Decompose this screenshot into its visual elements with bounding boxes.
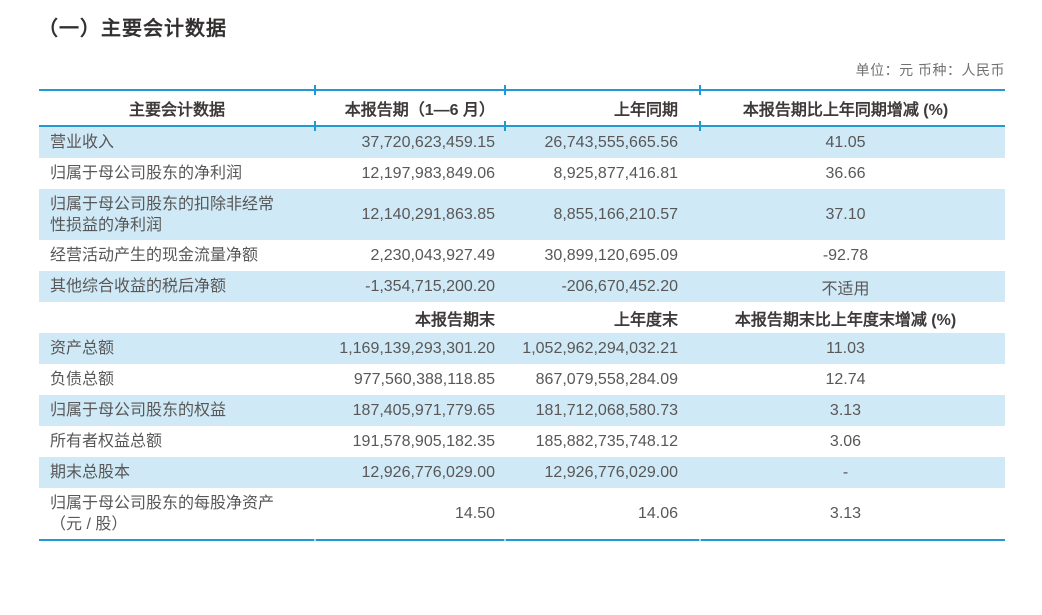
row-value-change: 11.03	[700, 333, 1005, 364]
row-value-change: 不适用	[700, 271, 1005, 302]
table-row: 负债总额 977,560,388,118.85 867,079,558,284.09…	[39, 364, 1005, 395]
row-label: 经营活动产生的现金流量净额	[50, 247, 259, 264]
row-value-change: -	[700, 457, 1005, 488]
header-cell-metric: 主要会计数据	[39, 89, 315, 127]
column-divider-tick	[699, 85, 701, 95]
row-value-current: -1,354,715,200.20	[315, 271, 505, 302]
unit-currency-note: 单位：元 币种：人民币	[855, 62, 1005, 78]
row-value-change: 3.13	[700, 488, 1005, 541]
row-label: 所有者权益总额	[50, 433, 163, 450]
table-row: 归属于母公司股东的权益 187,405,971,779.65 181,712,068…	[39, 395, 1005, 426]
row-value-change: 36.66	[825, 164, 866, 182]
header-row-period: 主要会计数据 本报告期（1—6 月） 上年同期 本报告期比上年同期增减 (%)	[39, 89, 1005, 127]
table-row: 所有者权益总额 191,578,905,182.35 185,882,735,748…	[39, 426, 1005, 457]
table-header-balance: 本报告期末 上年度末 本报告期末比上年度末增减 (%)	[39, 302, 1005, 333]
header-cell-period-change: 本报告期比上年同期增减 (%)	[700, 89, 1005, 127]
table-row: 其他综合收益的税后净额 -1,354,715,200.20 -206,670,452…	[39, 271, 1005, 302]
bottom-border-gap	[504, 539, 506, 541]
row-value-current: 37,720,623,459.15	[315, 126, 505, 158]
row-value-current: 977,560,388,118.85	[353, 370, 495, 388]
row-value-prior: -206,670,452.20	[505, 271, 700, 302]
row-value-prior: 30,899,120,695.09	[544, 246, 678, 264]
balance-rows: 资产总额 1,169,139,293,301.20 1,052,962,294,03…	[39, 333, 1005, 541]
row-value-prior: 26,743,555,665.56	[505, 126, 700, 158]
table-row: 资产总额 1,169,139,293,301.20 1,052,962,294,03…	[39, 333, 1005, 364]
row-value-change: -92.78	[822, 246, 869, 264]
table-row: 经营活动产生的现金流量净额 2,230,043,927.49 30,899,120,…	[39, 240, 1005, 271]
row-label: 归属于母公司股东的每股净资产（元 / 股）	[39, 488, 315, 541]
row-value-current: 12,140,291,863.85	[315, 189, 505, 240]
row-label: 其他综合收益的税后净额	[39, 271, 315, 302]
row-value-current: 2,230,043,927.49	[370, 246, 495, 264]
main-accounting-data-table: 主要会计数据 本报告期（1—6 月） 上年同期 本报告期比上年同期增减 (%) …	[39, 89, 1005, 541]
row-value-change: 3.06	[829, 432, 862, 450]
row-value-prior: 8,855,166,210.57	[505, 189, 700, 240]
table-row: 营业收入 37,720,623,459.15 26,743,555,665.56 41…	[39, 126, 1005, 158]
row-value-change: 3.13	[700, 395, 1005, 426]
section-title: （一）主要会计数据	[38, 18, 227, 40]
column-divider-tick	[314, 121, 316, 131]
row-value-current: 191,578,905,182.35	[352, 432, 495, 450]
table-row: 归属于母公司股东的每股净资产（元 / 股） 14.50 14.06 3.13	[39, 488, 1005, 541]
accounting-table-wrap: 主要会计数据 本报告期（1—6 月） 上年同期 本报告期比上年同期增减 (%) …	[39, 85, 1005, 541]
header-cell-prior-period: 上年同期	[505, 89, 700, 127]
row-value-prior: 12,926,776,029.00	[505, 457, 700, 488]
row-value-prior: 14.06	[505, 488, 700, 541]
row-value-current: 1,169,139,293,301.20	[315, 333, 505, 364]
row-value-current: 12,926,776,029.00	[315, 457, 505, 488]
header-cell-prior-year-end: 上年度末	[613, 311, 678, 329]
header-cell-empty	[39, 302, 315, 333]
row-value-prior: 8,925,877,416.81	[553, 164, 678, 182]
row-value-change: 37.10	[700, 189, 1005, 240]
row-label: 营业收入	[39, 126, 315, 158]
row-value-change: 12.74	[825, 370, 866, 388]
row-value-prior: 185,882,735,748.12	[535, 432, 678, 450]
row-value-change: 41.05	[700, 126, 1005, 158]
table-row: 归属于母公司股东的扣除非经常性损益的净利润 12,140,291,863.85 8,…	[39, 189, 1005, 240]
period-rows: 营业收入 37,720,623,459.15 26,743,555,665.56 41…	[39, 126, 1005, 302]
table-row: 归属于母公司股东的净利润 12,197,983,849.06 8,925,877,4…	[39, 158, 1005, 189]
row-label: 期末总股本	[39, 457, 315, 488]
row-value-current: 187,405,971,779.65	[315, 395, 505, 426]
column-divider-tick	[314, 85, 316, 95]
column-divider-tick	[504, 85, 506, 95]
row-label: 归属于母公司股东的净利润	[50, 165, 243, 182]
header-cell-balance-change: 本报告期末比上年度末增减 (%)	[734, 311, 957, 329]
table-row: 期末总股本 12,926,776,029.00 12,926,776,029.00-	[39, 457, 1005, 488]
bottom-border-gap	[314, 539, 316, 541]
row-label: 归属于母公司股东的扣除非经常性损益的净利润	[39, 189, 315, 240]
row-value-current: 14.50	[315, 488, 505, 541]
bottom-border-gap	[699, 539, 701, 541]
row-value-prior: 181,712,068,580.73	[505, 395, 700, 426]
row-label: 资产总额	[39, 333, 315, 364]
header-row-balance: 本报告期末 上年度末 本报告期末比上年度末增减 (%)	[39, 302, 1005, 333]
row-value-prior: 1,052,962,294,032.21	[505, 333, 700, 364]
table-header-period: 主要会计数据 本报告期（1—6 月） 上年同期 本报告期比上年同期增减 (%)	[39, 89, 1005, 127]
column-divider-tick	[699, 121, 701, 131]
row-label: 归属于母公司股东的权益	[39, 395, 315, 426]
header-cell-current-period: 本报告期（1—6 月）	[315, 89, 505, 127]
row-label: 负债总额	[50, 371, 115, 388]
header-cell-period-end: 本报告期末	[414, 311, 495, 329]
column-divider-tick	[504, 121, 506, 131]
row-value-current: 12,197,983,849.06	[361, 164, 495, 182]
row-value-prior: 867,079,558,284.09	[535, 370, 678, 388]
